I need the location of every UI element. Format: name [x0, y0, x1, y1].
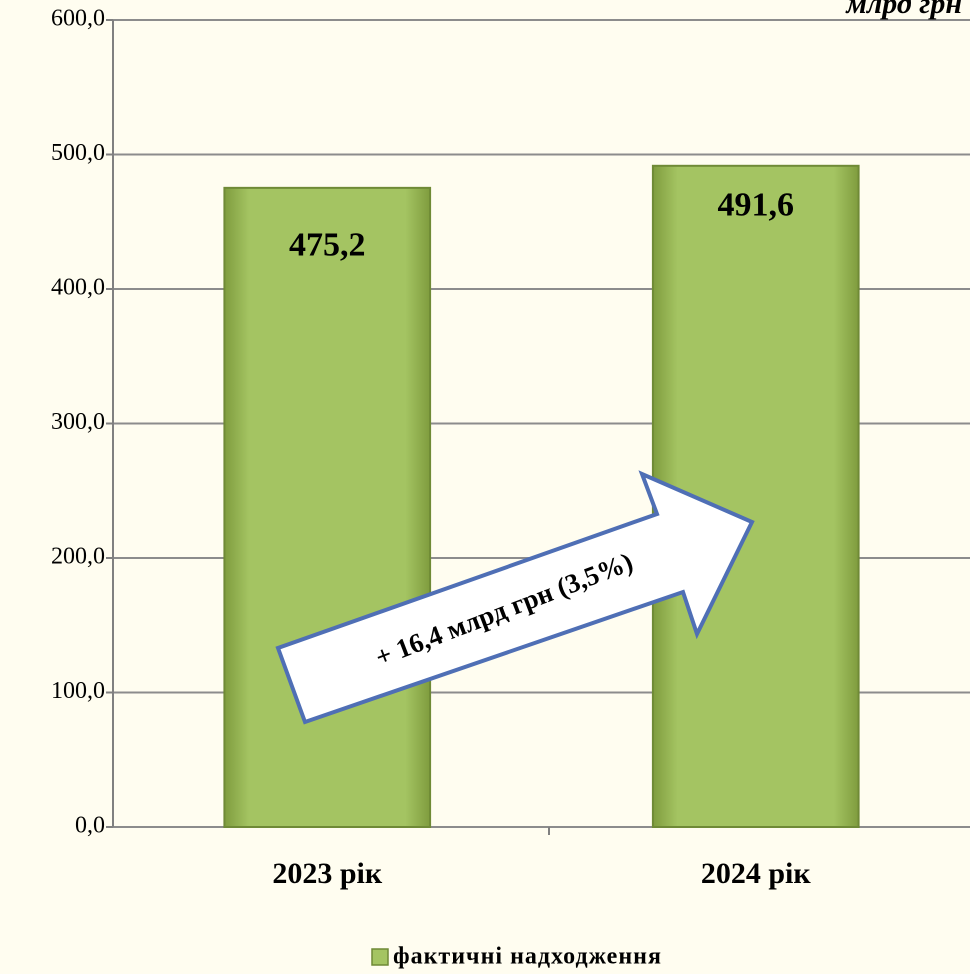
value-label: 475,2	[289, 227, 366, 264]
y-tick-label: 300,0	[51, 409, 105, 435]
y-tick-label: 400,0	[51, 275, 105, 301]
y-tick-label: 200,0	[51, 544, 105, 570]
bar	[223, 186, 432, 828]
y-tick-label: 600,0	[51, 6, 105, 32]
legend-label: фактичні надходження	[393, 944, 662, 970]
bars	[223, 164, 860, 829]
y-tick-label: 0,0	[75, 813, 105, 839]
growth-arrow	[275, 470, 755, 725]
y-tick-label: 100,0	[51, 678, 105, 704]
x-tick-label: 2024 рік	[701, 857, 812, 890]
x-tick-label: 2023 рік	[272, 857, 383, 890]
unit-label: млрд грн	[844, 0, 962, 20]
value-label: 491,6	[718, 187, 795, 224]
y-tick-label: 500,0	[51, 140, 105, 166]
legend-swatch	[371, 948, 389, 966]
